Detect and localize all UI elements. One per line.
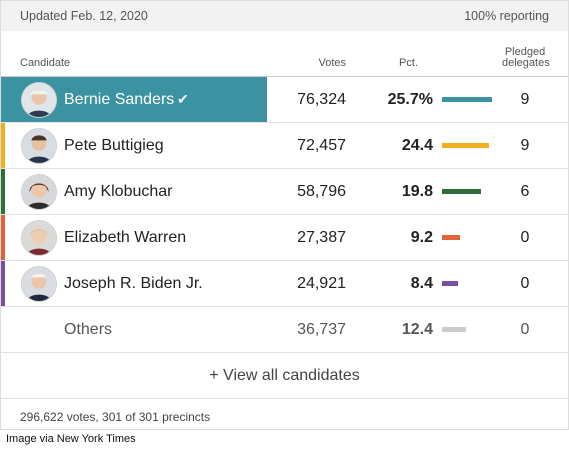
updated-date: Updated Feb. 12, 2020 [20, 9, 148, 23]
candidate-delegates: 6 [520, 182, 530, 200]
column-candidate: Candidate [20, 57, 71, 69]
candidate-name: Amy Klobuchar [64, 182, 173, 200]
image-credit: Image via New York Times [6, 433, 136, 445]
table-row: Pete Buttigieg 72,457 24.4 9 [1, 123, 568, 169]
candidate-color-stripe [1, 215, 5, 260]
candidate-votes: 36,737 [297, 320, 346, 338]
precinct-summary: 296,622 votes, 301 of 301 precincts [20, 410, 211, 424]
candidate-color-stripe [1, 261, 5, 306]
candidate-delegates: 9 [520, 90, 530, 108]
column-pct: Pct. [399, 57, 418, 69]
candidate-delegates: 0 [520, 274, 530, 292]
candidate-votes: 76,324 [297, 90, 346, 108]
vote-share-bar [442, 189, 481, 194]
vote-share-bar [442, 235, 460, 240]
column-headers: Candidate Votes Pct. Pledged delegates [1, 31, 568, 77]
column-delegates: Pledged delegates [502, 46, 550, 69]
candidate-color-stripe [1, 169, 5, 214]
table-row: Amy Klobuchar 58,796 19.8 6 [1, 169, 568, 215]
candidate-pct: 25.7% [387, 90, 433, 108]
candidate-votes: 72,457 [297, 136, 346, 154]
candidate-color-stripe [1, 123, 5, 168]
candidate-name: Elizabeth Warren [64, 228, 187, 246]
candidate-name: Bernie Sanders [64, 90, 175, 108]
candidate-votes: 27,387 [297, 228, 346, 246]
avatar [21, 266, 57, 302]
candidate-pct: 9.2 [410, 228, 433, 246]
candidate-pct: 8.4 [410, 274, 433, 292]
candidate-delegates: 9 [520, 136, 530, 154]
avatar [21, 82, 57, 118]
candidate-name: Others [64, 320, 113, 338]
candidate-delegates: 0 [520, 320, 530, 338]
avatar [21, 220, 57, 256]
candidate-name: Joseph R. Biden Jr. [64, 274, 203, 292]
candidate-pct: 19.8 [401, 182, 433, 200]
vote-share-bar [442, 281, 458, 286]
avatar [21, 174, 57, 210]
results-card: Updated Feb. 12, 2020 100% reporting Can… [0, 0, 569, 430]
column-votes: Votes [318, 57, 346, 69]
candidate-votes: 58,796 [297, 182, 346, 200]
view-all-candidates-button[interactable]: + View all candidates [1, 353, 568, 399]
status-bar: Updated Feb. 12, 2020 100% reporting [1, 1, 568, 31]
candidate-delegates: 0 [520, 228, 530, 246]
table-row: Bernie Sanders ✔ 76,324 25.7% 9 [1, 77, 568, 123]
avatar [21, 128, 57, 164]
checkmark-icon: ✔ [177, 91, 189, 107]
table-row: Elizabeth Warren 27,387 9.2 0 [1, 215, 568, 261]
vote-share-bar [442, 327, 466, 332]
reporting-status: 100% reporting [464, 9, 549, 23]
table-row: Joseph R. Biden Jr. 24,921 8.4 0 [1, 261, 568, 307]
candidate-pct: 12.4 [401, 320, 433, 338]
candidate-name: Pete Buttigieg [64, 136, 164, 154]
vote-share-bar [442, 143, 489, 148]
candidate-votes: 24,921 [297, 274, 346, 292]
table-row: Others 36,737 12.4 0 [1, 307, 568, 353]
candidate-pct: 24.4 [401, 136, 433, 154]
vote-share-bar [442, 97, 492, 102]
